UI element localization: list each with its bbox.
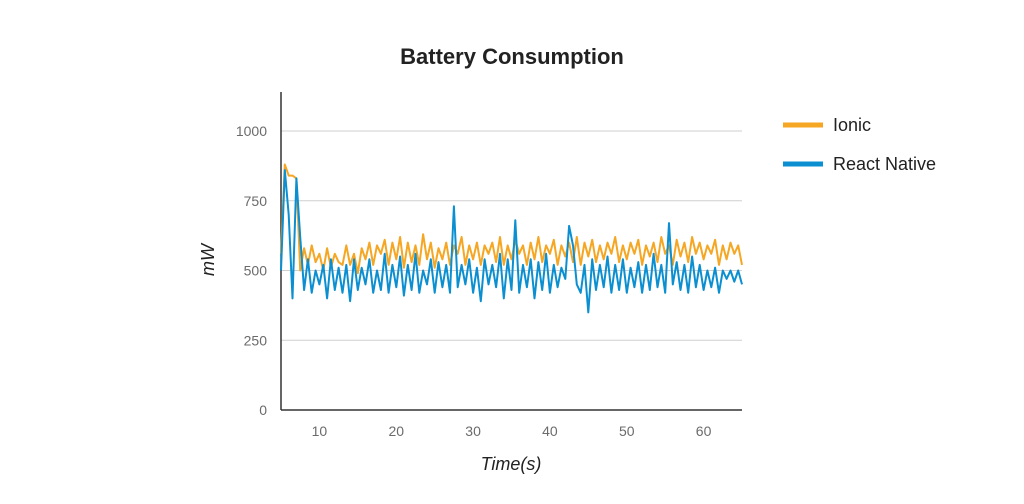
y-tick-label: 500: [244, 263, 268, 279]
legend: Ionic React Native: [783, 115, 936, 174]
y-tick-label: 1000: [236, 123, 267, 139]
x-tick-label: 20: [388, 423, 404, 439]
series-lines: [280, 163, 743, 314]
grid-lines: [281, 130, 742, 341]
x-tick-label: 60: [696, 423, 712, 439]
y-axis-title: mW: [198, 242, 218, 276]
x-tick-label: 40: [542, 423, 558, 439]
x-tick-label: 50: [619, 423, 635, 439]
x-axis-title: Time(s): [481, 454, 542, 474]
tick-labels: 0 250 500 750 1000 10 20 30 40 50 60: [236, 123, 712, 439]
series-line-react-native: [280, 169, 743, 314]
legend-label-ionic: Ionic: [833, 115, 871, 135]
axes: [280, 92, 742, 411]
chart-title: Battery Consumption: [400, 44, 624, 69]
y-tick-label: 750: [244, 193, 268, 209]
series-line-ionic: [280, 163, 743, 275]
x-tick-label: 30: [465, 423, 481, 439]
y-tick-label: 0: [259, 402, 267, 418]
legend-label-react-native: React Native: [833, 154, 936, 174]
y-tick-label: 250: [244, 332, 268, 348]
x-tick-label: 10: [312, 423, 328, 439]
